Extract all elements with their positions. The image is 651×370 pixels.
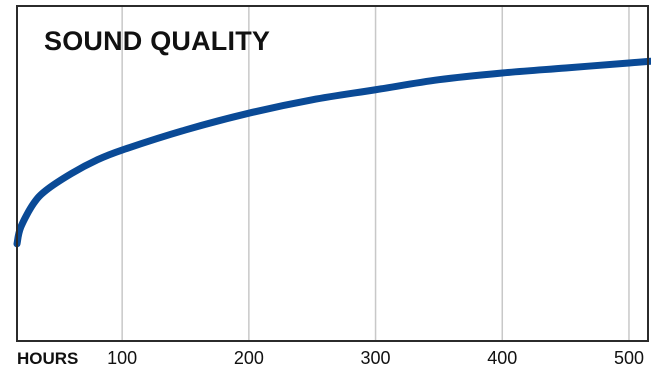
x-tick-label-400: 400 (487, 348, 517, 368)
x-tick-label-300: 300 (361, 348, 391, 368)
x-tick-labels: 100 200 300 400 500 (107, 348, 644, 368)
x-axis-label: HOURS (17, 349, 78, 368)
chart-title: SOUND QUALITY (44, 26, 271, 56)
x-tick-label-500: 500 (614, 348, 644, 368)
x-tick-label-200: 200 (234, 348, 264, 368)
plot-frame (16, 5, 649, 342)
sound-quality-line (13, 57, 651, 248)
x-tick-label-100: 100 (107, 348, 137, 368)
